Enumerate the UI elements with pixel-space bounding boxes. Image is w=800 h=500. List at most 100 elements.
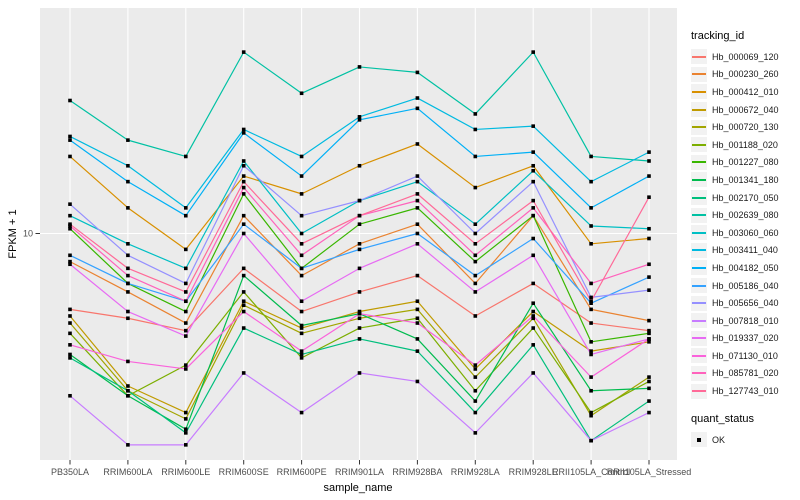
data-point: [241, 159, 246, 163]
data-point: [647, 318, 651, 323]
legend-color-line: [692, 178, 706, 181]
data-point: [126, 290, 130, 294]
legend-key-swatch: [691, 66, 707, 82]
data-point: [68, 262, 72, 267]
data-point: [184, 290, 188, 294]
data-point: [647, 226, 651, 231]
data-point: [299, 253, 304, 258]
data-point: [647, 379, 651, 384]
legend-item-label: Hb_000412_010: [712, 86, 779, 97]
x-tick-label: RRIM928LA: [451, 467, 500, 477]
data-point: [589, 349, 593, 353]
legend-quant-items: OK: [691, 431, 799, 449]
legend-item-Hb_001341_180: Hb_001341_180: [691, 171, 799, 189]
legend-item-label: Hb_000672_040: [712, 104, 779, 115]
data-point: [473, 314, 478, 318]
data-point: [357, 371, 362, 375]
data-point: [415, 206, 420, 210]
data-point: [357, 337, 362, 341]
data-point: [531, 150, 535, 154]
legend-color-line: [692, 108, 706, 111]
data-point: [299, 349, 304, 353]
legend-item-Hb_085781_020: Hb_085781_020: [691, 365, 799, 383]
data-point: [184, 299, 188, 304]
legend-item-Hb_001188_020: Hb_001188_020: [691, 136, 799, 154]
data-point: [647, 331, 651, 336]
data-point: [589, 301, 593, 306]
x-axis-title: sample_name: [323, 482, 392, 494]
data-point: [68, 259, 72, 264]
legend-item-label: Hb_003060_060: [712, 227, 779, 238]
data-point: [473, 363, 478, 367]
legend-item-Hb_003060_060: Hb_003060_060: [691, 224, 799, 242]
data-point: [647, 275, 651, 279]
data-point: [184, 363, 188, 367]
data-point: [184, 334, 188, 338]
data-point: [647, 340, 651, 344]
legend-item-Hb_000672_040: Hb_000672_040: [691, 101, 799, 119]
data-point: [531, 326, 535, 330]
data-point: [473, 222, 478, 226]
data-point: [473, 367, 478, 371]
data-point: [415, 379, 420, 384]
data-point: [647, 399, 651, 403]
data-point: [299, 213, 304, 218]
legend-item-Hb_001227_080: Hb_001227_080: [691, 154, 799, 172]
data-point: [241, 192, 246, 196]
data-point: [126, 241, 130, 246]
data-point: [68, 138, 72, 142]
data-point: [126, 384, 130, 388]
data-point: [299, 174, 304, 178]
data-point: [415, 299, 420, 304]
data-point: [241, 163, 246, 168]
data-point: [531, 316, 535, 321]
data-point: [415, 192, 420, 196]
data-point: [241, 303, 246, 308]
legend-item-label: Hb_005656_040: [712, 298, 779, 309]
black-square-point-icon: [697, 437, 701, 442]
data-point: [241, 290, 246, 294]
legend-item-Hb_000230_260: Hb_000230_260: [691, 66, 799, 84]
data-point: [415, 198, 420, 203]
data-point: [531, 50, 535, 54]
data-point: [184, 281, 188, 286]
data-point: [531, 314, 535, 318]
data-point: [647, 328, 651, 333]
data-point: [184, 154, 188, 159]
data-point: [589, 413, 593, 418]
data-point: [241, 231, 246, 236]
y-tick-label: 10: [23, 229, 33, 239]
legend-item-label: Hb_007818_010: [712, 315, 779, 326]
legend-key-swatch: [691, 278, 707, 294]
legend-color-line: [692, 73, 706, 76]
data-point: [126, 443, 130, 447]
legend-color-line: [692, 390, 706, 393]
data-point: [647, 410, 651, 415]
data-point: [473, 399, 478, 403]
data-point: [357, 266, 362, 271]
data-point: [473, 431, 478, 435]
legend-item-Hb_004182_050: Hb_004182_050: [691, 259, 799, 277]
data-point: [299, 356, 304, 360]
data-point: [589, 154, 593, 159]
data-point: [357, 241, 362, 246]
data-point: [68, 226, 72, 231]
data-point: [357, 222, 362, 226]
data-point: [126, 253, 130, 258]
legend-color-line: [692, 372, 706, 375]
data-point: [531, 198, 535, 203]
data-point: [126, 206, 130, 210]
legend-item-label: Hb_001341_180: [712, 174, 779, 185]
data-point: [184, 321, 188, 325]
data-point: [184, 309, 188, 314]
data-point: [357, 163, 362, 168]
legend-key-swatch: [691, 383, 707, 399]
legend-key-swatch: [691, 172, 707, 188]
data-point: [531, 281, 535, 286]
data-point: [589, 410, 593, 415]
legend-item-label: Hb_071130_010: [712, 350, 778, 361]
data-point: [589, 241, 593, 246]
data-point: [415, 307, 420, 312]
legend-item-Hb_127743_010: Hb_127743_010: [691, 382, 799, 400]
